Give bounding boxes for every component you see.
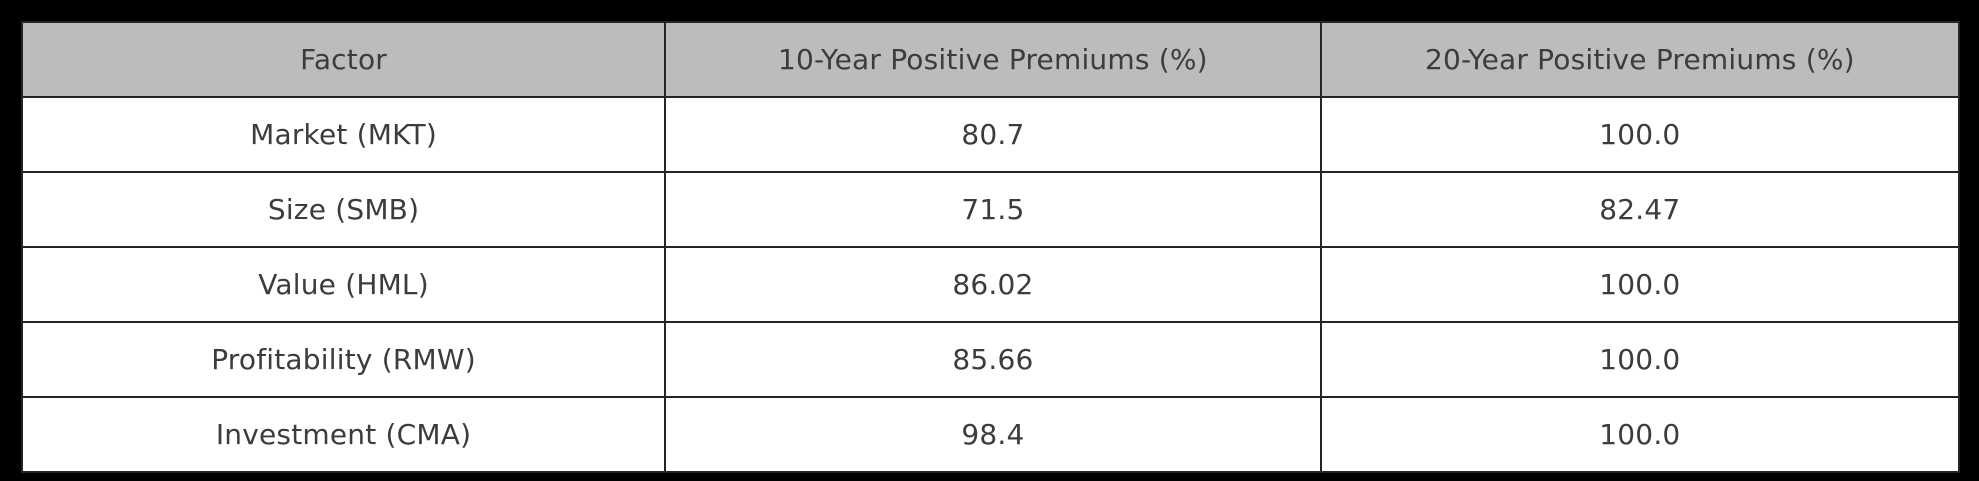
- table-row: Profitability (RMW) 85.66 100.0: [20, 321, 1961, 398]
- ten-year-value-cell: 98.4: [664, 396, 1322, 473]
- twenty-year-value-cell: 82.47: [1319, 171, 1961, 248]
- table-header-row: Factor 10-Year Positive Premiums (%) 20-…: [20, 21, 1961, 98]
- column-header-factor: Factor: [20, 21, 667, 98]
- twenty-year-value-cell: 100.0: [1319, 396, 1961, 473]
- table-row: Market (MKT) 80.7 100.0: [20, 96, 1961, 173]
- ten-year-value-cell: 71.5: [664, 171, 1322, 248]
- factor-cell: Market (MKT): [20, 96, 667, 173]
- table-row: Investment (CMA) 98.4 100.0: [20, 396, 1961, 473]
- factor-cell: Value (HML): [20, 246, 667, 323]
- table-row: Size (SMB) 71.5 82.47: [20, 171, 1961, 248]
- positive-premiums-table: Factor 10-Year Positive Premiums (%) 20-…: [20, 21, 1961, 473]
- twenty-year-value-cell: 100.0: [1319, 96, 1961, 173]
- factor-cell: Investment (CMA): [20, 396, 667, 473]
- table-row: Value (HML) 86.02 100.0: [20, 246, 1961, 323]
- twenty-year-value-cell: 100.0: [1319, 246, 1961, 323]
- ten-year-value-cell: 86.02: [664, 246, 1322, 323]
- factor-cell: Profitability (RMW): [20, 321, 667, 398]
- ten-year-value-cell: 85.66: [664, 321, 1322, 398]
- ten-year-value-cell: 80.7: [664, 96, 1322, 173]
- twenty-year-value-cell: 100.0: [1319, 321, 1961, 398]
- factor-cell: Size (SMB): [20, 171, 667, 248]
- column-header-20-year: 20-Year Positive Premiums (%): [1319, 21, 1961, 98]
- column-header-10-year: 10-Year Positive Premiums (%): [664, 21, 1322, 98]
